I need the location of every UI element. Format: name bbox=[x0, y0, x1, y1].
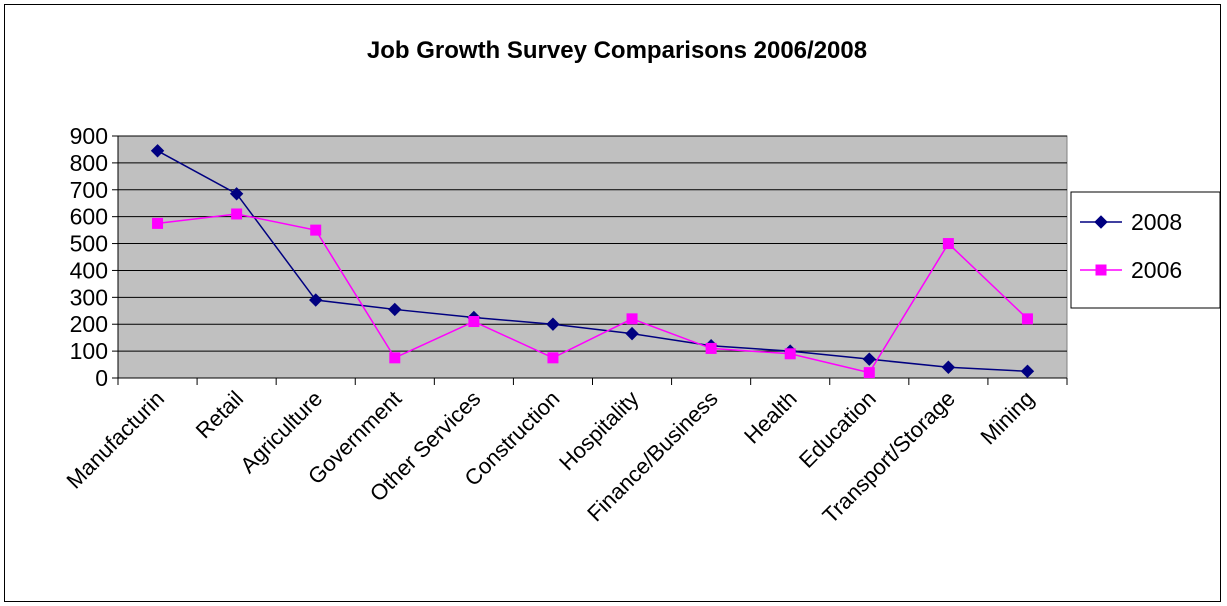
data-point bbox=[309, 293, 323, 307]
data-point bbox=[389, 352, 401, 364]
x-axis-labels: Manufacturin RetailAgricultureGovernmentO… bbox=[61, 386, 1039, 528]
data-point bbox=[625, 326, 639, 341]
y-tick-label: 900 bbox=[70, 123, 108, 149]
y-tick-label: 200 bbox=[70, 311, 108, 337]
x-category-label: Finance/Business bbox=[582, 386, 722, 526]
legend-box bbox=[1070, 191, 1221, 309]
y-tick-label: 800 bbox=[70, 150, 108, 176]
data-point bbox=[388, 302, 402, 317]
data-point bbox=[1021, 313, 1033, 325]
data-point bbox=[626, 313, 638, 325]
y-tick-label: 400 bbox=[70, 257, 108, 283]
axes bbox=[112, 135, 1068, 385]
plot-area bbox=[117, 135, 1068, 379]
data-point bbox=[942, 238, 954, 250]
y-tick-label: 0 bbox=[95, 365, 108, 391]
y-tick-label: 100 bbox=[70, 338, 108, 364]
data-point bbox=[862, 352, 876, 366]
legend-marker bbox=[1094, 215, 1108, 229]
series-2006 bbox=[152, 208, 1033, 379]
x-category-label: Retail bbox=[191, 386, 248, 443]
data-point bbox=[152, 217, 164, 229]
data-point bbox=[547, 352, 559, 364]
y-tick-label: 600 bbox=[70, 204, 108, 230]
series-2008 bbox=[150, 144, 1035, 378]
data-point bbox=[468, 316, 480, 328]
x-category-label: Manufacturin bbox=[61, 386, 169, 494]
y-tick-label: 300 bbox=[70, 284, 108, 310]
y-tick-label: 500 bbox=[70, 231, 108, 257]
data-point bbox=[231, 208, 243, 220]
x-category-label: Health bbox=[739, 386, 802, 449]
y-tick-label: 700 bbox=[70, 177, 108, 203]
series-line bbox=[157, 150, 1028, 373]
data-point bbox=[705, 342, 717, 354]
chart-title: Job Growth Survey Comparisons 2006/2008 bbox=[367, 37, 867, 64]
series-layer bbox=[150, 144, 1035, 379]
data-point bbox=[229, 187, 244, 201]
data-point bbox=[310, 224, 322, 236]
data-point bbox=[941, 360, 956, 374]
series-line bbox=[157, 213, 1028, 374]
legend-label: 2008 bbox=[1131, 209, 1182, 235]
legend: 2008 2006 bbox=[1070, 191, 1221, 309]
data-point bbox=[784, 348, 796, 360]
x-category-label: Mining bbox=[975, 386, 1039, 450]
gridlines bbox=[118, 135, 1067, 352]
data-point bbox=[1020, 364, 1035, 378]
data-point bbox=[150, 144, 165, 158]
data-point bbox=[546, 317, 560, 331]
legend-marker bbox=[1095, 264, 1107, 276]
data-point bbox=[863, 367, 875, 379]
legend-label: 2006 bbox=[1131, 257, 1182, 283]
x-category-label: Transport/Storage bbox=[817, 386, 959, 528]
